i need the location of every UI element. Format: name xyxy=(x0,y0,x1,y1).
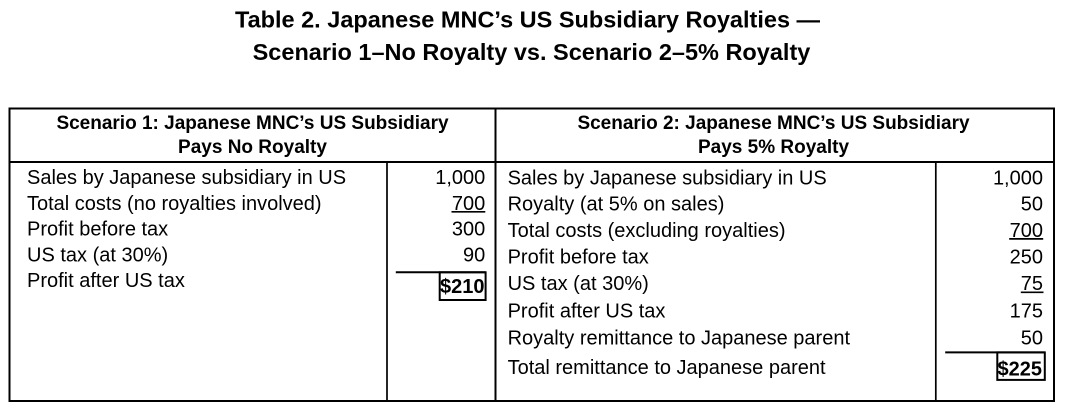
svg-text:Pays 5% Royalty: Pays 5% Royalty xyxy=(698,137,849,158)
svg-text:250: 250 xyxy=(1010,246,1043,268)
svg-text:Pays No Royalty: Pays No Royalty xyxy=(178,137,327,158)
svg-text:$210: $210 xyxy=(440,276,485,298)
svg-text:US tax (at 30%): US tax (at 30%) xyxy=(27,244,168,266)
svg-text:1,000: 1,000 xyxy=(435,167,485,189)
svg-text:Profit after US tax: Profit after US tax xyxy=(27,270,185,292)
svg-text:Royalty remittance to Japanese: Royalty remittance to Japanese parent xyxy=(508,327,851,349)
svg-text:90: 90 xyxy=(463,244,485,266)
svg-text:Total costs (excluding royalti: Total costs (excluding royalties) xyxy=(508,220,786,242)
svg-text:1,000: 1,000 xyxy=(993,168,1043,190)
svg-text:300: 300 xyxy=(452,218,485,240)
svg-text:700: 700 xyxy=(1010,220,1043,242)
svg-text:Royalty (at 5% on sales): Royalty (at 5% on sales) xyxy=(508,194,725,216)
svg-text:175: 175 xyxy=(1010,300,1043,322)
svg-text:Profit before tax: Profit before tax xyxy=(508,246,649,268)
svg-text:75: 75 xyxy=(1021,273,1043,295)
svg-text:Scenario 2: Japanese MNC’s US: Scenario 2: Japanese MNC’s US Subsidiary xyxy=(577,113,970,134)
svg-text:Total costs (no royalties invo: Total costs (no royalties involved) xyxy=(27,193,322,215)
svg-text:Total remittance to Japanese p: Total remittance to Japanese parent xyxy=(508,357,826,379)
svg-text:$225: $225 xyxy=(998,358,1043,380)
svg-text:Table 2. Japanese MNC’s US Sub: Table 2. Japanese MNC’s US Subsidiary Ro… xyxy=(235,7,821,33)
svg-text:50: 50 xyxy=(1021,194,1043,216)
svg-text:Profit after US tax: Profit after US tax xyxy=(508,300,666,322)
svg-text:Profit before tax: Profit before tax xyxy=(27,218,168,240)
svg-text:Scenario 1–No Royalty vs. Scen: Scenario 1–No Royalty vs. Scenario 2–5% … xyxy=(253,39,811,65)
svg-text:US tax (at 30%): US tax (at 30%) xyxy=(508,273,649,295)
svg-text:Scenario 1: Japanese MNC’s US: Scenario 1: Japanese MNC’s US Subsidiary xyxy=(56,113,449,134)
svg-text:Sales by Japanese subsidiary i: Sales by Japanese subsidiary in US xyxy=(508,168,827,190)
svg-text:700: 700 xyxy=(452,193,485,215)
svg-text:Sales by Japanese subsidiary i: Sales by Japanese subsidiary in US xyxy=(27,167,346,189)
svg-text:50: 50 xyxy=(1021,327,1043,349)
